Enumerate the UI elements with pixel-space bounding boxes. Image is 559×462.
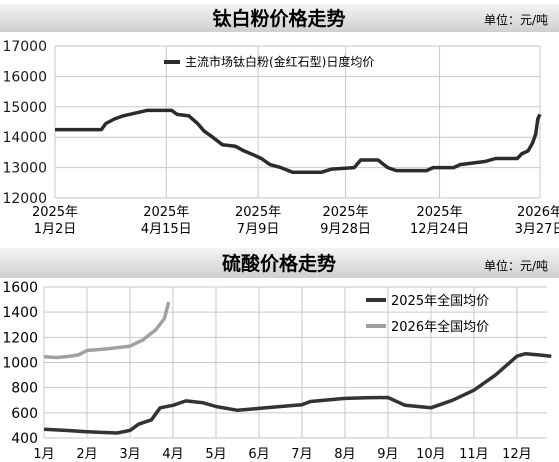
chart2-legend-label-2025: 2025年全国均价 [391,293,489,309]
chart1-x-tick-year: 2025年 [143,205,189,220]
chart1-series-lines [55,108,542,174]
chart1-y-tick-label: 13000 [2,161,47,177]
chart1-unit: 单位：元/吨 [484,12,548,27]
chart2-header-bar [0,248,559,278]
chart2-x-tick-labels: 1月 2月 3月 4月 5月 6月 7月 8月 9月 10月 11月 12月 [33,447,531,462]
chart2-y-tick-label: 1400 [2,305,38,321]
chart2-x-tick-label: 6月 [248,447,269,462]
chart2-x-tick-label: 12月 [502,447,532,462]
chart2-x-tick-label: 3月 [119,447,140,462]
chart2-unit: 单位：元/吨 [484,258,548,273]
chart2-y-tick-label: 400 [11,431,38,447]
chart1-y-tick-label: 17000 [2,39,47,55]
chart1-y-tick-label: 12000 [2,191,47,207]
chart2-series-lines [43,301,552,435]
chart1-x-tick-date: 1月2日 [34,222,77,237]
chart2-x-tick-label: 1月 [33,447,54,462]
chart2-x-tick-label: 4月 [162,447,183,462]
chart1-legend-label: 主流市场钛白粉(金红石型)日度均价 [185,54,374,69]
chart1-y-tick-label: 14000 [2,130,47,146]
chart2-x-tick-label: 2月 [76,447,97,462]
chart1-x-tick-date: 7月9日 [237,222,280,237]
chart1-x-tick-date: 12月24日 [410,222,469,237]
chart2-x-tick-label: 9月 [377,447,398,462]
chart1-y-tick-labels: 12000 13000 14000 15000 16000 17000 [2,39,47,207]
chart1-x-tick-date: 4月15日 [141,222,192,237]
chart1-x-tick-year: 2025年 [323,205,369,220]
chart2-series-line-2025 [43,351,552,435]
chart2-y-tick-label: 1600 [2,280,38,296]
chart2-series-line-2026 [43,301,171,360]
chart2-x-tick-label: 8月 [334,447,355,462]
chart2-y-tick-label: 800 [11,381,38,397]
chart2-x-tick-label: 5月 [205,447,226,462]
chart1-gridlines [54,45,541,199]
chart2-y-tick-labels: 400 600 800 1000 1200 1400 1600 [2,280,38,447]
chart2-legend-label-2026: 2026年全国均价 [391,319,489,335]
chart2-x-tick-label: 7月 [291,447,312,462]
chart2-y-tick-label: 1200 [2,330,38,346]
chart1-x-tick-year: 2025年 [32,205,78,220]
chart2-legend: 2025年全国均价 2026年全国均价 [366,293,489,335]
chart1-x-tick-year: 2025年 [416,205,462,220]
chart1-x-tick-date: 9月28日 [320,222,371,237]
chart1-x-tick-labels: 2025年 1月2日 2025年 4月15日 2025年 7月9日 2025年 9月28日 20… [32,205,559,237]
chart2-title: 硫酸价格走势 [222,252,336,275]
chart1-x-tick-date: 3月27日 [515,222,559,237]
chart1-y-tick-label: 16000 [2,69,47,85]
chart2-y-tick-label: 600 [11,406,38,422]
chart1-y-tick-label: 15000 [2,100,47,116]
chart1-x-tick-year: 2025年 [235,205,281,220]
chart1-x-tick-year: 2026年 [517,205,559,220]
chart1-title: 钛白粉价格走势 [212,7,345,30]
chart1-header-bar [0,4,559,32]
chart1-series-line [55,108,542,174]
chart2-x-tick-label: 11月 [459,447,489,462]
chart2-y-tick-label: 1000 [2,356,38,372]
chart2-x-tick-label: 10月 [416,447,446,462]
chart2-gridlines [43,286,547,439]
chart1-legend: 主流市场钛白粉(金红石型)日度均价 [164,54,374,69]
